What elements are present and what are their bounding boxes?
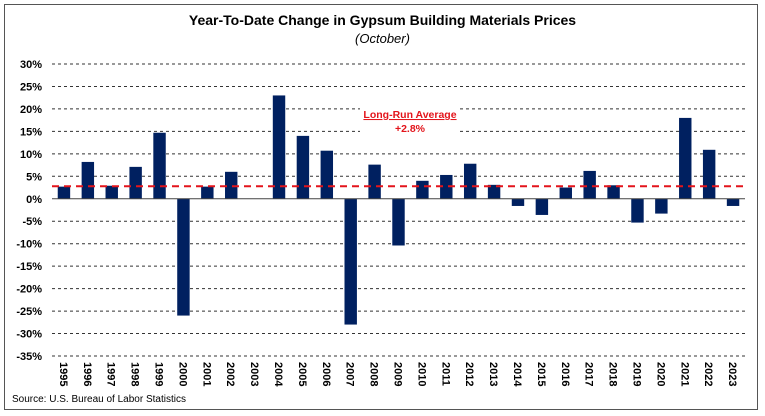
bar-2010 [416, 180, 429, 199]
x-tick-label: 2000 [176, 362, 188, 386]
bar-2004 [272, 95, 286, 199]
x-tick-label: 2017 [583, 362, 595, 386]
x-tick-label: 2020 [654, 362, 666, 386]
x-tick-label: 2021 [678, 362, 690, 386]
chart-frame [4, 4, 758, 410]
x-tick-label: 1997 [105, 362, 117, 386]
y-tick-label: -15% [16, 261, 42, 273]
x-tick-label: 2005 [296, 362, 308, 386]
chart-source: Source: U.S. Bureau of Labor Statistics [12, 394, 186, 405]
x-tick-label: 2006 [320, 362, 332, 386]
average-label-background [360, 106, 460, 136]
x-tick-label: 1995 [57, 362, 69, 386]
bar-1996 [81, 161, 95, 199]
x-tick-label: 2022 [702, 362, 714, 386]
x-tick-label: 2023 [726, 362, 738, 386]
bar-2014 [511, 198, 525, 206]
bar-2011 [440, 174, 453, 199]
bar-1995 [57, 186, 71, 199]
x-tick-label: 2007 [344, 362, 356, 386]
bar-2013 [487, 184, 501, 199]
bar-2005 [296, 135, 310, 199]
bar-2012 [463, 163, 477, 199]
average-label: Long-Run Average [363, 109, 456, 121]
bar-2017 [583, 170, 596, 199]
x-tick-label: 2014 [511, 362, 523, 387]
x-tick-label: 2013 [487, 362, 499, 386]
x-tick-label: 2008 [368, 362, 380, 386]
x-tick-label: 2012 [463, 362, 475, 386]
bar-2015 [535, 198, 549, 215]
x-tick-label: 2019 [630, 362, 642, 386]
bar-2006 [320, 150, 334, 199]
y-tick-label: 20% [20, 104, 42, 116]
x-tick-label: 2016 [559, 362, 571, 386]
average-value-label: +2.8% [395, 123, 426, 135]
bar-2002 [225, 171, 238, 199]
bar-2000 [177, 198, 190, 316]
bar-1998 [129, 166, 142, 199]
bar-2008 [368, 164, 381, 199]
bar-2022 [702, 149, 716, 199]
x-tick-label: 2011 [439, 362, 451, 386]
y-tick-label: 5% [26, 171, 42, 183]
x-tick-label: 2003 [248, 362, 260, 386]
x-tick-label: 2018 [607, 362, 619, 386]
bar-2021 [679, 117, 692, 199]
y-tick-label: 10% [20, 149, 42, 161]
bar-2007 [344, 198, 357, 325]
x-tick-label: 1998 [129, 362, 141, 386]
y-tick-label: -10% [16, 239, 42, 251]
y-tick-label: -20% [16, 284, 42, 296]
bar-2009 [392, 198, 405, 246]
chart-title: Year-To-Date Change in Gypsum Building M… [188, 12, 577, 28]
y-tick-label: 0% [26, 194, 42, 206]
y-tick-label: -35% [16, 351, 42, 363]
bar-2019 [631, 198, 644, 223]
y-tick-label: 25% [20, 81, 42, 93]
bar-2020 [655, 198, 668, 214]
x-tick-label: 1996 [81, 362, 93, 386]
x-tick-label: 1999 [153, 362, 165, 386]
bar-1997 [105, 185, 118, 199]
bar-1999 [153, 132, 166, 199]
bar-2016 [559, 187, 572, 199]
x-tick-label: 2009 [392, 362, 404, 386]
y-tick-label: -25% [16, 306, 42, 318]
bar-2018 [607, 185, 620, 199]
y-tick-label: 15% [20, 126, 42, 138]
x-tick-label: 2004 [272, 362, 284, 387]
x-tick-label: 2010 [415, 362, 427, 386]
bar-2001 [201, 186, 214, 199]
y-tick-label: -30% [16, 329, 42, 341]
y-tick-label: -5% [22, 216, 42, 228]
chart-subtitle: (October) [355, 31, 410, 46]
bar-2023 [726, 198, 740, 206]
x-tick-label: 2002 [224, 362, 236, 386]
x-tick-label: 2015 [535, 362, 547, 386]
x-tick-label: 2001 [200, 362, 212, 386]
y-tick-label: 30% [20, 59, 42, 71]
